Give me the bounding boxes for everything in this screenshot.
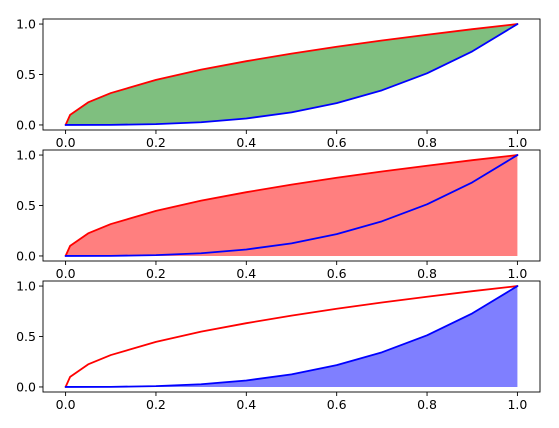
x-tick-label: 0.4 <box>236 397 256 412</box>
series-line-upper <box>64 154 519 257</box>
x-tick-label: 0.0 <box>56 397 76 412</box>
series-line-lower <box>64 23 519 126</box>
y-tick-label: 0.0 <box>16 379 36 394</box>
x-tick-label: 1.0 <box>507 135 527 150</box>
x-tick-label: 0.8 <box>417 397 437 412</box>
subplot-1: 0.0 0.2 0.4 0.6 0.8 1.0 0.0 0.5 1.0 <box>16 17 541 150</box>
y-tick-label: 0.0 <box>16 248 36 263</box>
x-tick-label: 0.4 <box>236 135 256 150</box>
y-tick-label: 0.5 <box>16 329 36 344</box>
series-line-lower <box>64 154 519 257</box>
x-tick-label: 0.8 <box>417 266 437 281</box>
subplot-2: 0.0 0.2 0.4 0.6 0.8 1.0 0.0 0.5 1.0 <box>16 148 541 281</box>
x-tick-label: 0.8 <box>417 135 437 150</box>
fill-region <box>65 24 518 125</box>
x-tick-label: 0.0 <box>56 266 76 281</box>
fill-region <box>65 155 518 256</box>
y-tick-label: 0.0 <box>16 117 36 132</box>
fill-region <box>65 286 518 387</box>
y-tick-label: 0.5 <box>16 67 36 82</box>
y-tick-label: 1.0 <box>16 17 36 32</box>
x-tick-label: 0.4 <box>236 266 256 281</box>
x-tick-label: 0.0 <box>56 135 76 150</box>
subplot-3: 0.0 0.2 0.4 0.6 0.8 1.0 0.0 0.5 1.0 <box>16 279 541 412</box>
x-tick-label: 1.0 <box>507 397 527 412</box>
y-tick-label: 1.0 <box>16 148 36 163</box>
x-tick-label: 0.6 <box>327 397 347 412</box>
x-tick-label: 0.6 <box>327 135 347 150</box>
x-tick-label: 0.2 <box>146 135 166 150</box>
series-line-lower <box>64 285 519 388</box>
x-tick-label: 0.2 <box>146 397 166 412</box>
y-tick-label: 1.0 <box>16 279 36 294</box>
x-tick-label: 0.6 <box>327 266 347 281</box>
series-line-upper <box>64 23 519 126</box>
y-tick-label: 0.5 <box>16 198 36 213</box>
series-line-upper <box>64 285 519 388</box>
subplots-group: 0.0 0.2 0.4 0.6 0.8 1.00.00.51.00.0 0.2 0.4 0.6 0… <box>16 17 541 412</box>
x-tick-label: 1.0 <box>507 266 527 281</box>
x-tick-label: 0.2 <box>146 266 166 281</box>
